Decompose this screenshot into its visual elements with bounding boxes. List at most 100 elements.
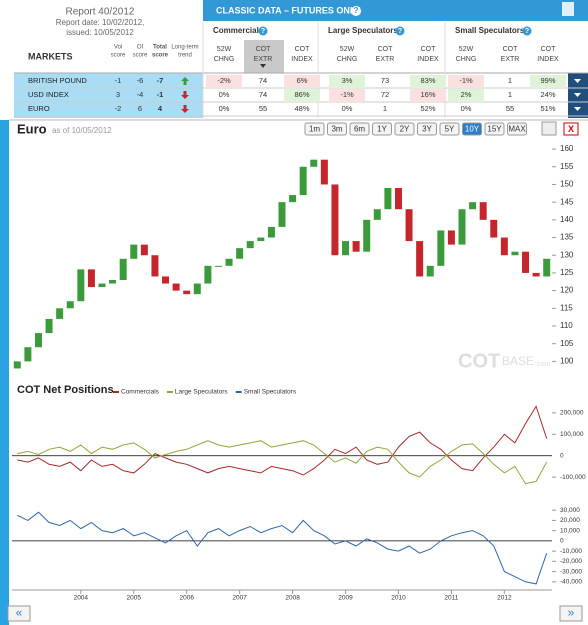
y-tick-label: 155 xyxy=(560,162,574,171)
range-button[interactable] xyxy=(394,122,415,136)
table-title: CLASSIC DATA – FUTURES ONLY xyxy=(216,5,361,15)
candle xyxy=(172,283,180,291)
candle xyxy=(130,244,138,259)
table-cell: 55 xyxy=(506,104,514,113)
row-menu[interactable] xyxy=(574,79,581,83)
candle xyxy=(214,265,222,267)
range-label: MAX xyxy=(508,125,526,134)
score-header: score xyxy=(133,53,148,59)
candle xyxy=(320,159,328,185)
print-icon[interactable] xyxy=(562,2,574,16)
table-cell: -1% xyxy=(459,76,473,85)
range-button[interactable] xyxy=(327,122,347,136)
watermark: .com xyxy=(535,361,550,368)
range-label: 1Y xyxy=(377,125,387,134)
candle xyxy=(299,166,307,196)
trend-arrow xyxy=(181,91,189,99)
y-tick-label: 20,000 xyxy=(560,517,580,524)
series-line xyxy=(17,440,548,485)
table-cell: 52% xyxy=(420,104,435,113)
cell-bg xyxy=(284,89,320,102)
candle xyxy=(45,318,53,334)
market-name: EURO xyxy=(28,104,50,113)
score: -2 xyxy=(115,104,122,113)
score-header: score xyxy=(111,53,126,59)
range-button[interactable] xyxy=(304,122,325,136)
trend-arrow xyxy=(181,105,189,113)
range-label: 2Y xyxy=(400,125,410,134)
help-icon[interactable] xyxy=(395,26,405,36)
score: 6 xyxy=(138,104,142,113)
cell-bg xyxy=(410,75,446,88)
candle xyxy=(109,280,117,284)
range-button[interactable] xyxy=(417,122,437,136)
y-tick-label: 135 xyxy=(560,233,574,242)
score-header: Total xyxy=(153,45,167,51)
candle xyxy=(447,230,455,245)
print-button[interactable] xyxy=(541,121,557,136)
y-tick-label: 0 xyxy=(560,452,564,459)
column-header: COT xyxy=(256,46,272,53)
y-tick-label: 110 xyxy=(560,321,573,330)
score-header: trend xyxy=(178,53,192,59)
candle xyxy=(225,258,233,266)
y-tick-label: 105 xyxy=(560,339,574,348)
candle xyxy=(24,347,32,362)
markets-header: MARKETS xyxy=(28,51,73,61)
nav-button[interactable] xyxy=(559,605,583,622)
range-label: 6m xyxy=(354,125,365,134)
range-button[interactable] xyxy=(372,122,392,136)
range-button[interactable] xyxy=(507,122,527,136)
range-label: 1m xyxy=(309,125,320,134)
cell-bg xyxy=(329,75,365,88)
candle xyxy=(352,241,360,252)
table-cell: 16% xyxy=(420,90,435,99)
column-header: CHNG xyxy=(214,56,235,63)
table-cell: 0% xyxy=(219,104,230,113)
markets-bg xyxy=(14,73,203,118)
nav-button[interactable] xyxy=(7,605,31,622)
range-label: 15Y xyxy=(487,125,502,134)
sorted-column xyxy=(244,40,284,73)
market-name: USD INDEX xyxy=(28,90,69,99)
candle xyxy=(490,219,498,238)
column-header: INDEX xyxy=(417,56,439,63)
range-label: 5Y xyxy=(445,125,455,134)
table-cell: 72 xyxy=(381,90,389,99)
candle xyxy=(500,237,508,256)
score: -1 xyxy=(115,76,122,85)
candle xyxy=(140,244,148,256)
candle xyxy=(511,251,519,256)
range-button[interactable] xyxy=(349,122,370,136)
range-button[interactable] xyxy=(439,122,460,136)
row-menu[interactable] xyxy=(574,93,581,97)
y-tick-label: 145 xyxy=(560,197,574,206)
candle xyxy=(458,209,466,245)
range-button[interactable] xyxy=(484,122,505,136)
nav-label: « xyxy=(16,606,23,620)
x-tick-label: 2008 xyxy=(285,595,300,602)
help-icon[interactable] xyxy=(351,6,361,16)
candle xyxy=(331,184,339,256)
candle xyxy=(183,290,191,295)
cell-bg xyxy=(329,89,365,102)
range-button[interactable] xyxy=(462,122,482,136)
score-header: score xyxy=(152,53,169,59)
candle xyxy=(532,272,540,277)
group-header: Commercials xyxy=(213,26,264,35)
row-menu[interactable] xyxy=(574,107,581,111)
help-icon[interactable] xyxy=(258,26,268,36)
x-tick-label: 2011 xyxy=(444,595,458,602)
candle xyxy=(373,209,381,220)
score-header: Vol xyxy=(114,45,122,51)
y-tick-label: 140 xyxy=(560,215,574,224)
y-tick-label: 125 xyxy=(560,268,574,277)
table-cell: 99% xyxy=(540,76,555,85)
help-icon[interactable] xyxy=(522,26,532,36)
cell-bg xyxy=(410,89,446,102)
y-tick-label: 30,000 xyxy=(560,507,580,514)
candle xyxy=(56,308,64,319)
table-cell: 55 xyxy=(259,104,267,113)
close-button[interactable] xyxy=(563,122,579,136)
y-tick-label: 0 xyxy=(560,538,564,545)
